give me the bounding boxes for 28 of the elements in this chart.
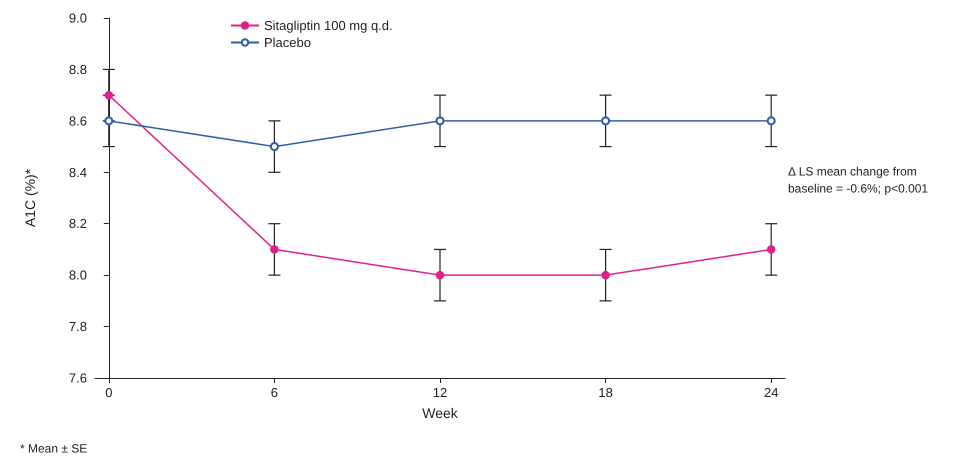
point — [601, 116, 610, 126]
legend-label: Sitagliptin 100 mg q.d. — [264, 18, 393, 33]
text: * Mean ± SE — [20, 442, 88, 456]
y-axis-title: A1C (%)* — [22, 168, 38, 228]
x-tick-label: 24 — [764, 385, 778, 400]
point — [766, 116, 776, 126]
x-tick-label: 0 — [105, 385, 112, 400]
point — [436, 116, 444, 126]
y-tick-label: 7.6 — [68, 370, 87, 386]
x-tick-label: 6 — [270, 385, 278, 400]
x-tick-label: 12 — [432, 385, 448, 400]
legend-label: Placebo — [264, 35, 311, 50]
y-tick-label: 8.0 — [68, 268, 87, 283]
y-tick-label: 8.2 — [68, 216, 87, 232]
point — [270, 142, 279, 152]
y-tick-label: 7.8 — [68, 319, 87, 334]
point — [766, 245, 776, 254]
y-tick-label: 9.0 — [68, 10, 87, 26]
point — [104, 90, 114, 100]
x-tick-label: 18 — [598, 385, 613, 400]
text: Δ LS mean change from baseline = -0.6%; p<0.001 — [788, 164, 928, 196]
y-tick-label: 8.8 — [68, 62, 87, 77]
y-tick-label: 8.4 — [68, 164, 87, 180]
point — [601, 270, 610, 280]
point — [270, 245, 279, 254]
point — [436, 270, 444, 280]
y-tick-label: 8.6 — [68, 113, 87, 128]
x-axis-title: Week — [422, 405, 459, 421]
